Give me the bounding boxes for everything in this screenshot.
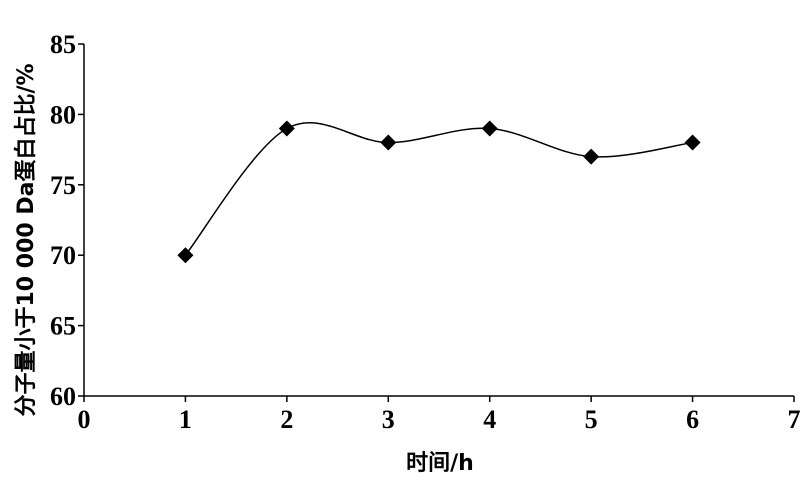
x-tick-label: 3 bbox=[382, 405, 395, 434]
series-layer bbox=[177, 120, 701, 264]
x-axis-title: 时间/h bbox=[406, 451, 474, 476]
y-tick-label: 70 bbox=[50, 241, 76, 270]
x-tick-label: 1 bbox=[179, 405, 192, 434]
data-point-marker bbox=[481, 120, 498, 137]
data-point-marker bbox=[583, 148, 600, 165]
y-tick-label: 75 bbox=[50, 171, 76, 200]
x-tick-label: 7 bbox=[788, 405, 801, 434]
x-tick-label: 5 bbox=[585, 405, 598, 434]
y-tick-label: 80 bbox=[50, 100, 76, 129]
data-point-marker bbox=[684, 134, 701, 151]
y-tick-label: 85 bbox=[50, 30, 76, 59]
data-point-marker bbox=[278, 120, 295, 137]
axes bbox=[83, 44, 794, 397]
x-tick-label: 4 bbox=[483, 405, 496, 434]
y-axis-title: 分子量小于10 000 Da蛋白占比/% bbox=[13, 63, 39, 416]
y-tick-label: 65 bbox=[50, 312, 76, 341]
x-tick-label: 0 bbox=[78, 405, 91, 434]
x-tick-label: 6 bbox=[686, 405, 699, 434]
x-ticks: 0 1 2 3 4 5 6 7 bbox=[78, 396, 801, 434]
data-point-marker bbox=[380, 134, 397, 151]
y-ticks: 60 65 70 75 80 85 bbox=[50, 30, 84, 411]
x-tick-label: 2 bbox=[280, 405, 293, 434]
series-line bbox=[184, 122, 693, 256]
data-point-marker bbox=[177, 247, 194, 264]
y-tick-label: 60 bbox=[50, 382, 76, 411]
